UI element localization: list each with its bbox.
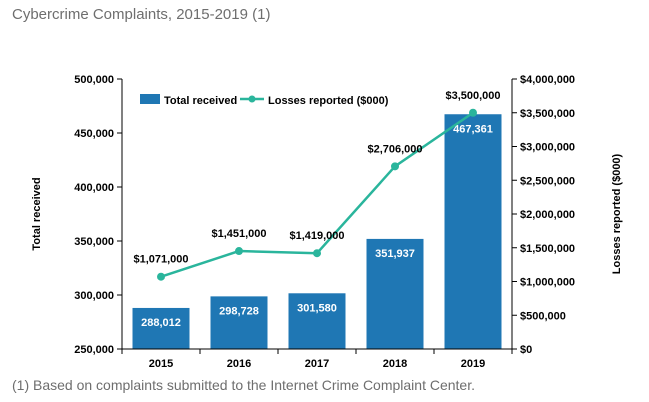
line-series: $1,071,000 $1,451,000 $1,419,000 $2,706,000… — [133, 90, 501, 281]
left-tick-label: 250,000 — [74, 344, 114, 356]
bar — [288, 293, 346, 349]
chart-axes: 250,000 300,000 350,000 400,000 450,000 500,0… — [31, 74, 623, 370]
bar — [444, 114, 502, 349]
line-data-label: $2,706,000 — [367, 143, 422, 155]
bar-data-label: 467,361 — [453, 123, 493, 135]
x-tick-label: 2019 — [461, 358, 485, 370]
right-tick-label: $4,000,000 — [520, 74, 575, 86]
bar — [132, 307, 190, 349]
line-data-label: $1,451,000 — [211, 228, 266, 240]
legend-swatch-bar — [140, 94, 160, 104]
right-tick-label: $2,000,000 — [520, 209, 575, 221]
line-point — [469, 108, 477, 117]
legend-marker-line — [248, 95, 256, 103]
left-tick-label: 350,000 — [74, 236, 114, 248]
legend-label-bar: Total received — [164, 95, 237, 107]
line-data-label: $1,419,000 — [289, 230, 344, 242]
right-tick-label: $500,000 — [520, 310, 566, 322]
bar-data-label: 351,937 — [375, 248, 415, 260]
line-point — [157, 272, 165, 281]
footnote: (1) Based on complaints submitted to the… — [12, 377, 475, 393]
right-tick-label: $3,000,000 — [520, 142, 575, 154]
bar-data-label: 298,728 — [219, 305, 259, 317]
line-data-label: $3,500,000 — [445, 90, 500, 102]
x-tick-label: 2016 — [227, 358, 251, 370]
right-tick-label: $3,500,000 — [520, 108, 575, 120]
right-tick-label: $0 — [520, 344, 532, 356]
x-tick-label: 2018 — [383, 358, 407, 370]
x-tick-label: 2017 — [305, 358, 329, 370]
bar — [366, 238, 424, 349]
legend-label-line: Losses reported ($000) — [268, 95, 389, 107]
left-tick-label: 300,000 — [74, 290, 114, 302]
bar-data-label: 288,012 — [141, 317, 181, 329]
left-tick-label: 400,000 — [74, 182, 114, 194]
right-tick-label: $1,000,000 — [520, 277, 575, 289]
page-title: Cybercrime Complaints, 2015-2019 (1) — [12, 6, 271, 23]
right-tick-label: $1,500,000 — [520, 243, 575, 255]
bar — [210, 296, 268, 349]
bar-data-label: 301,580 — [297, 302, 337, 314]
left-tick-label: 500,000 — [74, 74, 114, 86]
right-axis-title: Losses reported ($000) — [611, 153, 623, 274]
line-point — [313, 249, 321, 258]
line-point — [235, 247, 243, 256]
chart-legend: Total received Losses reported ($000) — [140, 94, 389, 107]
bar-series: 288,012 298,728 301,580 351,937 467,361 — [132, 114, 502, 349]
left-tick-label: 450,000 — [74, 128, 114, 140]
line-data-label: $1,071,000 — [133, 254, 188, 266]
x-tick-label: 2015 — [149, 358, 173, 370]
line-point — [391, 162, 399, 171]
left-axis-title: Total received — [31, 177, 43, 250]
right-tick-label: $2,500,000 — [520, 175, 575, 187]
